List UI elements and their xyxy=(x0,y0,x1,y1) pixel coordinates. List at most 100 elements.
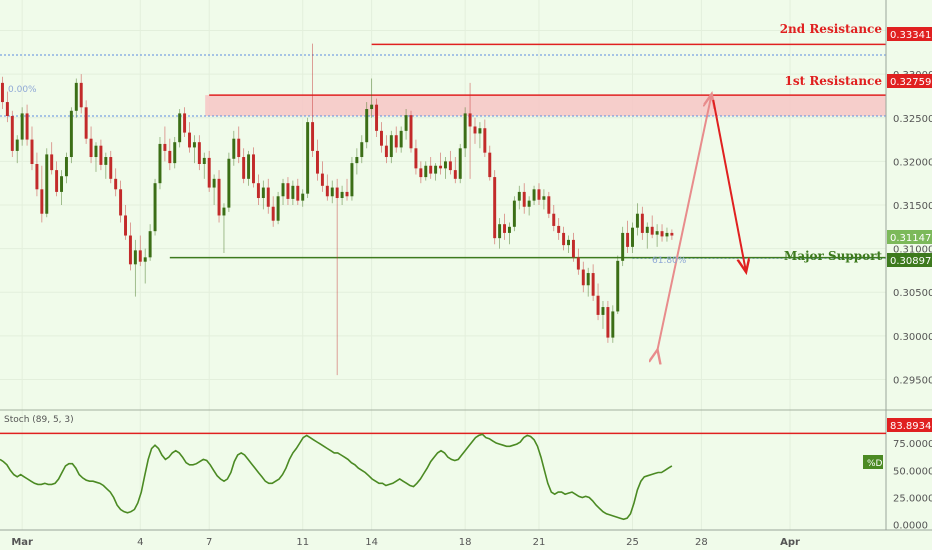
candle-44 xyxy=(217,170,221,223)
candle-131 xyxy=(645,222,649,249)
candle-80 xyxy=(394,126,398,153)
candle-35 xyxy=(173,136,177,169)
candle-96 xyxy=(473,117,477,144)
candle-130 xyxy=(640,206,644,240)
badge-oscillator-level: 83.8934 xyxy=(887,418,932,432)
osc-tick-0: 75.0000 xyxy=(893,439,932,450)
stochastic-pane[interactable] xyxy=(0,432,886,521)
badge-first-resistance: 0.32759 xyxy=(887,74,932,88)
candle-19 xyxy=(94,142,98,172)
candle-63 xyxy=(311,43,315,158)
candle-3 xyxy=(15,135,19,164)
candle-106 xyxy=(522,183,526,214)
candle-20 xyxy=(99,139,103,171)
candle-12 xyxy=(60,170,64,205)
candle-24 xyxy=(119,180,123,223)
candle-46 xyxy=(227,152,231,212)
osc-tick-2: 25.0000 xyxy=(893,494,932,505)
candle-4 xyxy=(20,107,24,146)
candle-53 xyxy=(261,180,265,210)
candle-127 xyxy=(626,220,630,253)
candle-71 xyxy=(350,157,354,201)
candle-126 xyxy=(621,226,625,267)
candle-99 xyxy=(488,145,492,181)
badge-major-support: 0.30897 xyxy=(887,253,932,267)
candle-7 xyxy=(35,152,39,197)
candle-59 xyxy=(291,180,295,205)
candle-124 xyxy=(611,305,615,343)
candle-39 xyxy=(192,135,196,164)
time-tick-3: 11 xyxy=(296,537,309,548)
time-tick-6: 21 xyxy=(533,537,546,548)
candle-111 xyxy=(547,191,551,219)
candle-11 xyxy=(55,161,59,197)
candle-37 xyxy=(183,107,187,137)
candle-68 xyxy=(335,178,339,376)
candle-51 xyxy=(252,147,255,188)
candle-17 xyxy=(84,100,88,144)
badge-second-resistance-value: 0.33341 xyxy=(890,30,931,41)
candle-125 xyxy=(616,255,620,315)
candle-40 xyxy=(197,135,201,171)
candle-115 xyxy=(567,235,570,253)
candle-8 xyxy=(40,165,44,223)
candle-79 xyxy=(389,130,393,164)
price-tick-3: 0.32000 xyxy=(893,157,932,168)
price-tick-5: 0.31000 xyxy=(893,245,932,256)
candle-100 xyxy=(493,170,497,245)
candle-9 xyxy=(45,148,49,218)
candle-65 xyxy=(320,161,324,192)
candle-128 xyxy=(631,222,634,253)
candle-78 xyxy=(384,135,388,164)
candle-52 xyxy=(256,174,260,205)
time-axis[interactable]: Mar 4 7 11 14 18 21 25 28 Apr xyxy=(11,537,800,548)
candle-86 xyxy=(424,161,428,181)
candle-29 xyxy=(143,248,147,284)
candle-18 xyxy=(89,126,93,164)
candle-89 xyxy=(439,152,443,175)
price-tick-7: 0.30000 xyxy=(893,332,932,343)
fib-label-61-8: 61.80% xyxy=(652,256,687,266)
time-tick-1: 4 xyxy=(137,537,143,548)
candle-22 xyxy=(109,150,113,184)
time-tick-7: 25 xyxy=(626,537,639,548)
candle-21 xyxy=(104,152,108,179)
candle-26 xyxy=(128,222,132,271)
forecast-down-arrow xyxy=(712,99,745,270)
candle-27 xyxy=(133,239,137,297)
candle-75 xyxy=(370,78,374,118)
resistance-zone xyxy=(205,95,886,117)
candle-1 xyxy=(5,91,9,123)
candle-81 xyxy=(399,126,403,153)
candle-118 xyxy=(581,261,585,293)
first-resistance-label: 1st Resistance xyxy=(785,74,883,88)
oscillator-title: Stoch (89, 5, 3) xyxy=(4,415,74,425)
price-tick-8: 0.29500 xyxy=(893,375,932,386)
candle-87 xyxy=(429,157,433,179)
candle-117 xyxy=(576,248,580,275)
major-support-label: Major Support xyxy=(784,249,882,263)
candle-36 xyxy=(178,109,182,148)
second-resistance-label: 2nd Resistance xyxy=(780,22,883,36)
candle-108 xyxy=(532,185,536,205)
candle-38 xyxy=(188,122,191,153)
candle-73 xyxy=(360,135,364,164)
candle-0 xyxy=(0,76,4,110)
price-tick-6: 0.30500 xyxy=(893,288,932,299)
candle-110 xyxy=(542,189,546,210)
candle-23 xyxy=(114,168,118,197)
stochastic-d-line xyxy=(0,433,673,521)
candle-72 xyxy=(355,148,359,175)
candle-15 xyxy=(74,78,78,118)
candle-61 xyxy=(301,189,305,207)
candle-34 xyxy=(168,138,172,171)
candle-113 xyxy=(557,218,561,240)
candle-55 xyxy=(271,196,275,227)
candle-45 xyxy=(222,203,226,253)
candle-105 xyxy=(517,185,521,210)
candle-82 xyxy=(404,109,408,140)
candle-93 xyxy=(458,143,462,184)
forecast-up-arrow xyxy=(657,96,711,352)
osc-tick-3: 0.0000 xyxy=(893,521,928,532)
